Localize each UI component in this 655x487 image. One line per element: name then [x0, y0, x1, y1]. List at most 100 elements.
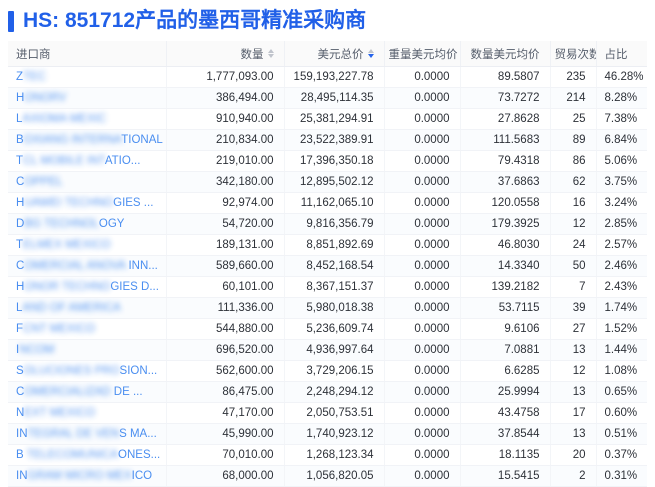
weight_unit_price-cell: 0.0000 — [384, 171, 461, 193]
trade_count-cell: 16 — [550, 192, 597, 214]
importer-cell: INCOM — [8, 339, 167, 361]
importer-link[interactable]: TCL MOBILE INTATIO... — [16, 155, 140, 167]
qty-cell: 696,520.00 — [166, 339, 285, 361]
importer-name-text: SION... — [119, 365, 158, 377]
qty-cell: 910,940.00 — [166, 108, 285, 130]
caret-up-icon — [267, 49, 274, 53]
importer-cell: COMERCIAL ANOVA INN... — [8, 255, 167, 277]
importer-name-text: L — [16, 302, 23, 314]
usd_total-cell: 28,495,114.35 — [284, 87, 385, 109]
importer-link[interactable]: TELMEX MEXICO — [16, 239, 111, 251]
weight_unit_price-cell: 0.0000 — [384, 108, 461, 130]
importer-link[interactable]: HONORV — [16, 92, 66, 104]
share-cell: 2.46% — [596, 255, 647, 277]
column-label-qty_unit_price: 数量美元均价 — [470, 48, 540, 61]
qty_unit_price-cell: 37.6863 — [460, 171, 551, 193]
importer-name-text: ONES... — [118, 449, 161, 461]
trade_count-cell: 214 — [550, 87, 597, 109]
trade_count-cell: 235 — [550, 66, 597, 88]
importer-link[interactable]: INTEGRAL DE VENS MA... — [16, 428, 157, 440]
share-cell: 2.85% — [596, 213, 647, 235]
share-cell: 0.51% — [596, 423, 647, 445]
trade_count-cell: 13 — [550, 381, 597, 403]
importer-name-text: C — [16, 260, 25, 272]
qty_unit_price-cell: 89.5807 — [460, 66, 551, 88]
importer-name-text: T — [16, 155, 24, 167]
importer-link[interactable]: LAND OF AMERICA — [16, 302, 121, 314]
qty-cell: 1,777,093.00 — [166, 66, 285, 88]
table-row: HONORV 386,494.00 28,495,114.35 0.0000 73.72… — [8, 87, 647, 109]
caret-down-icon — [267, 54, 274, 58]
trade_count-cell: 20 — [550, 444, 597, 466]
importer-link[interactable]: COMERCIAL ANOVA INN... — [16, 260, 158, 272]
usd_total-cell: 3,729,206.15 — [284, 360, 385, 382]
importer-name-text: GIES D... — [110, 281, 159, 293]
trade_count-cell: 17 — [550, 402, 597, 424]
weight_unit_price-cell: 0.0000 — [384, 66, 461, 88]
importer-name-redacted: OMERCIAL ANOVA — [24, 260, 126, 272]
importer-link[interactable]: BOXIANG INTERNATIONAL — [16, 134, 163, 146]
usd_total-cell: 9,816,356.79 — [284, 213, 385, 235]
importer-cell: FCNT MEXICO — [8, 318, 167, 340]
importer-link[interactable]: SOLUCIONES PROSION... — [16, 365, 157, 377]
buyers-table: 进口商 数量 美元总价 重量美元均价 数量美元均价 贸易次数 占比 ZTEC 1,777,09… — [8, 41, 647, 487]
importer-link[interactable]: COMERCIALIZAD DE ... — [16, 386, 143, 398]
importer-link[interactable]: LAXIOMA MEXIC — [16, 113, 106, 125]
column-header-content: 重量美元均价 — [389, 46, 458, 62]
weight_unit_price-cell: 0.0000 — [384, 465, 461, 487]
weight_unit_price-cell: 0.0000 — [384, 423, 461, 445]
importer-link[interactable]: DBG TECHNOLOGY — [16, 218, 124, 230]
importer-name-text: B — [16, 449, 24, 461]
importer-link[interactable]: B TELECOMUNICAONES... — [16, 449, 160, 461]
column-header-content: 占比 — [605, 46, 628, 62]
table-row: B TELECOMUNICAONES... 70,010.00 1,268,123.… — [8, 444, 647, 466]
importer-link[interactable]: NEXT MEXICO — [16, 407, 95, 419]
title-accent-bar — [8, 10, 14, 32]
importer-cell: HONORV — [8, 87, 167, 109]
weight_unit_price-cell: 0.0000 — [384, 234, 461, 256]
column-header-content: 贸易次数 — [554, 46, 596, 62]
importer-link[interactable]: FCNT MEXICO — [16, 323, 95, 335]
share-cell: 1.74% — [596, 297, 647, 319]
column-header-usd_total[interactable]: 美元总价 — [284, 41, 385, 67]
importer-name-redacted: AXIOMA MEXIC — [22, 113, 107, 125]
importer-link[interactable]: COPPEL — [16, 176, 63, 188]
usd_total-cell: 17,396,350.18 — [284, 150, 385, 172]
qty-cell: 544,880.00 — [166, 318, 285, 340]
qty-cell: 342,180.00 — [166, 171, 285, 193]
importer-link[interactable]: ZTEC — [16, 71, 46, 83]
qty_unit_price-cell: 120.0558 — [460, 192, 551, 214]
caret-up-icon — [367, 49, 374, 53]
importer-link[interactable]: INCOM — [16, 344, 54, 356]
usd_total-cell: 5,980,018.38 — [284, 297, 385, 319]
qty_unit_price-cell: 25.9994 — [460, 381, 551, 403]
usd_total-cell: 5,236,609.74 — [284, 318, 385, 340]
importer-link[interactable]: HUAWEI TECHNOGIES ... — [16, 197, 153, 209]
importer-link[interactable]: INGRAM MICRO MEXICO — [16, 470, 152, 482]
importer-name-text: I — [16, 344, 20, 356]
trade_count-cell: 24 — [550, 234, 597, 256]
trade_count-cell: 13 — [550, 339, 597, 361]
qty-cell: 45,990.00 — [166, 423, 285, 445]
importer-name-text: N — [16, 407, 25, 419]
importer-name-redacted: ELMEX MEXICO — [23, 239, 111, 251]
importer-name-redacted: UAWEI TECHNO — [24, 197, 114, 209]
qty-cell: 68,000.00 — [166, 465, 285, 487]
column-header-trade_count[interactable]: 贸易次数 — [550, 41, 597, 67]
importer-link[interactable]: HONOR TECHNOGIES D... — [16, 281, 159, 293]
table-body: ZTEC 1,777,093.00 159,193,227.78 0.0000 89.5… — [8, 66, 647, 487]
column-header-importer: 进口商 — [8, 41, 167, 67]
importer-name-text: L — [16, 113, 23, 125]
importer-name-text: Z — [16, 71, 24, 83]
trade_count-cell: 25 — [550, 108, 597, 130]
importer-cell: INGRAM MICRO MEXICO — [8, 465, 167, 487]
column-header-qty[interactable]: 数量 — [166, 41, 285, 67]
column-label-trade_count: 贸易次数 — [554, 48, 596, 61]
sort-icon[interactable] — [267, 49, 274, 58]
column-label-qty: 数量 — [240, 48, 264, 61]
column-label-share: 占比 — [604, 48, 628, 61]
importer-cell: NEXT MEXICO — [8, 402, 167, 424]
sort-icon[interactable] — [367, 49, 374, 58]
qty-cell: 60,101.00 — [166, 276, 285, 298]
